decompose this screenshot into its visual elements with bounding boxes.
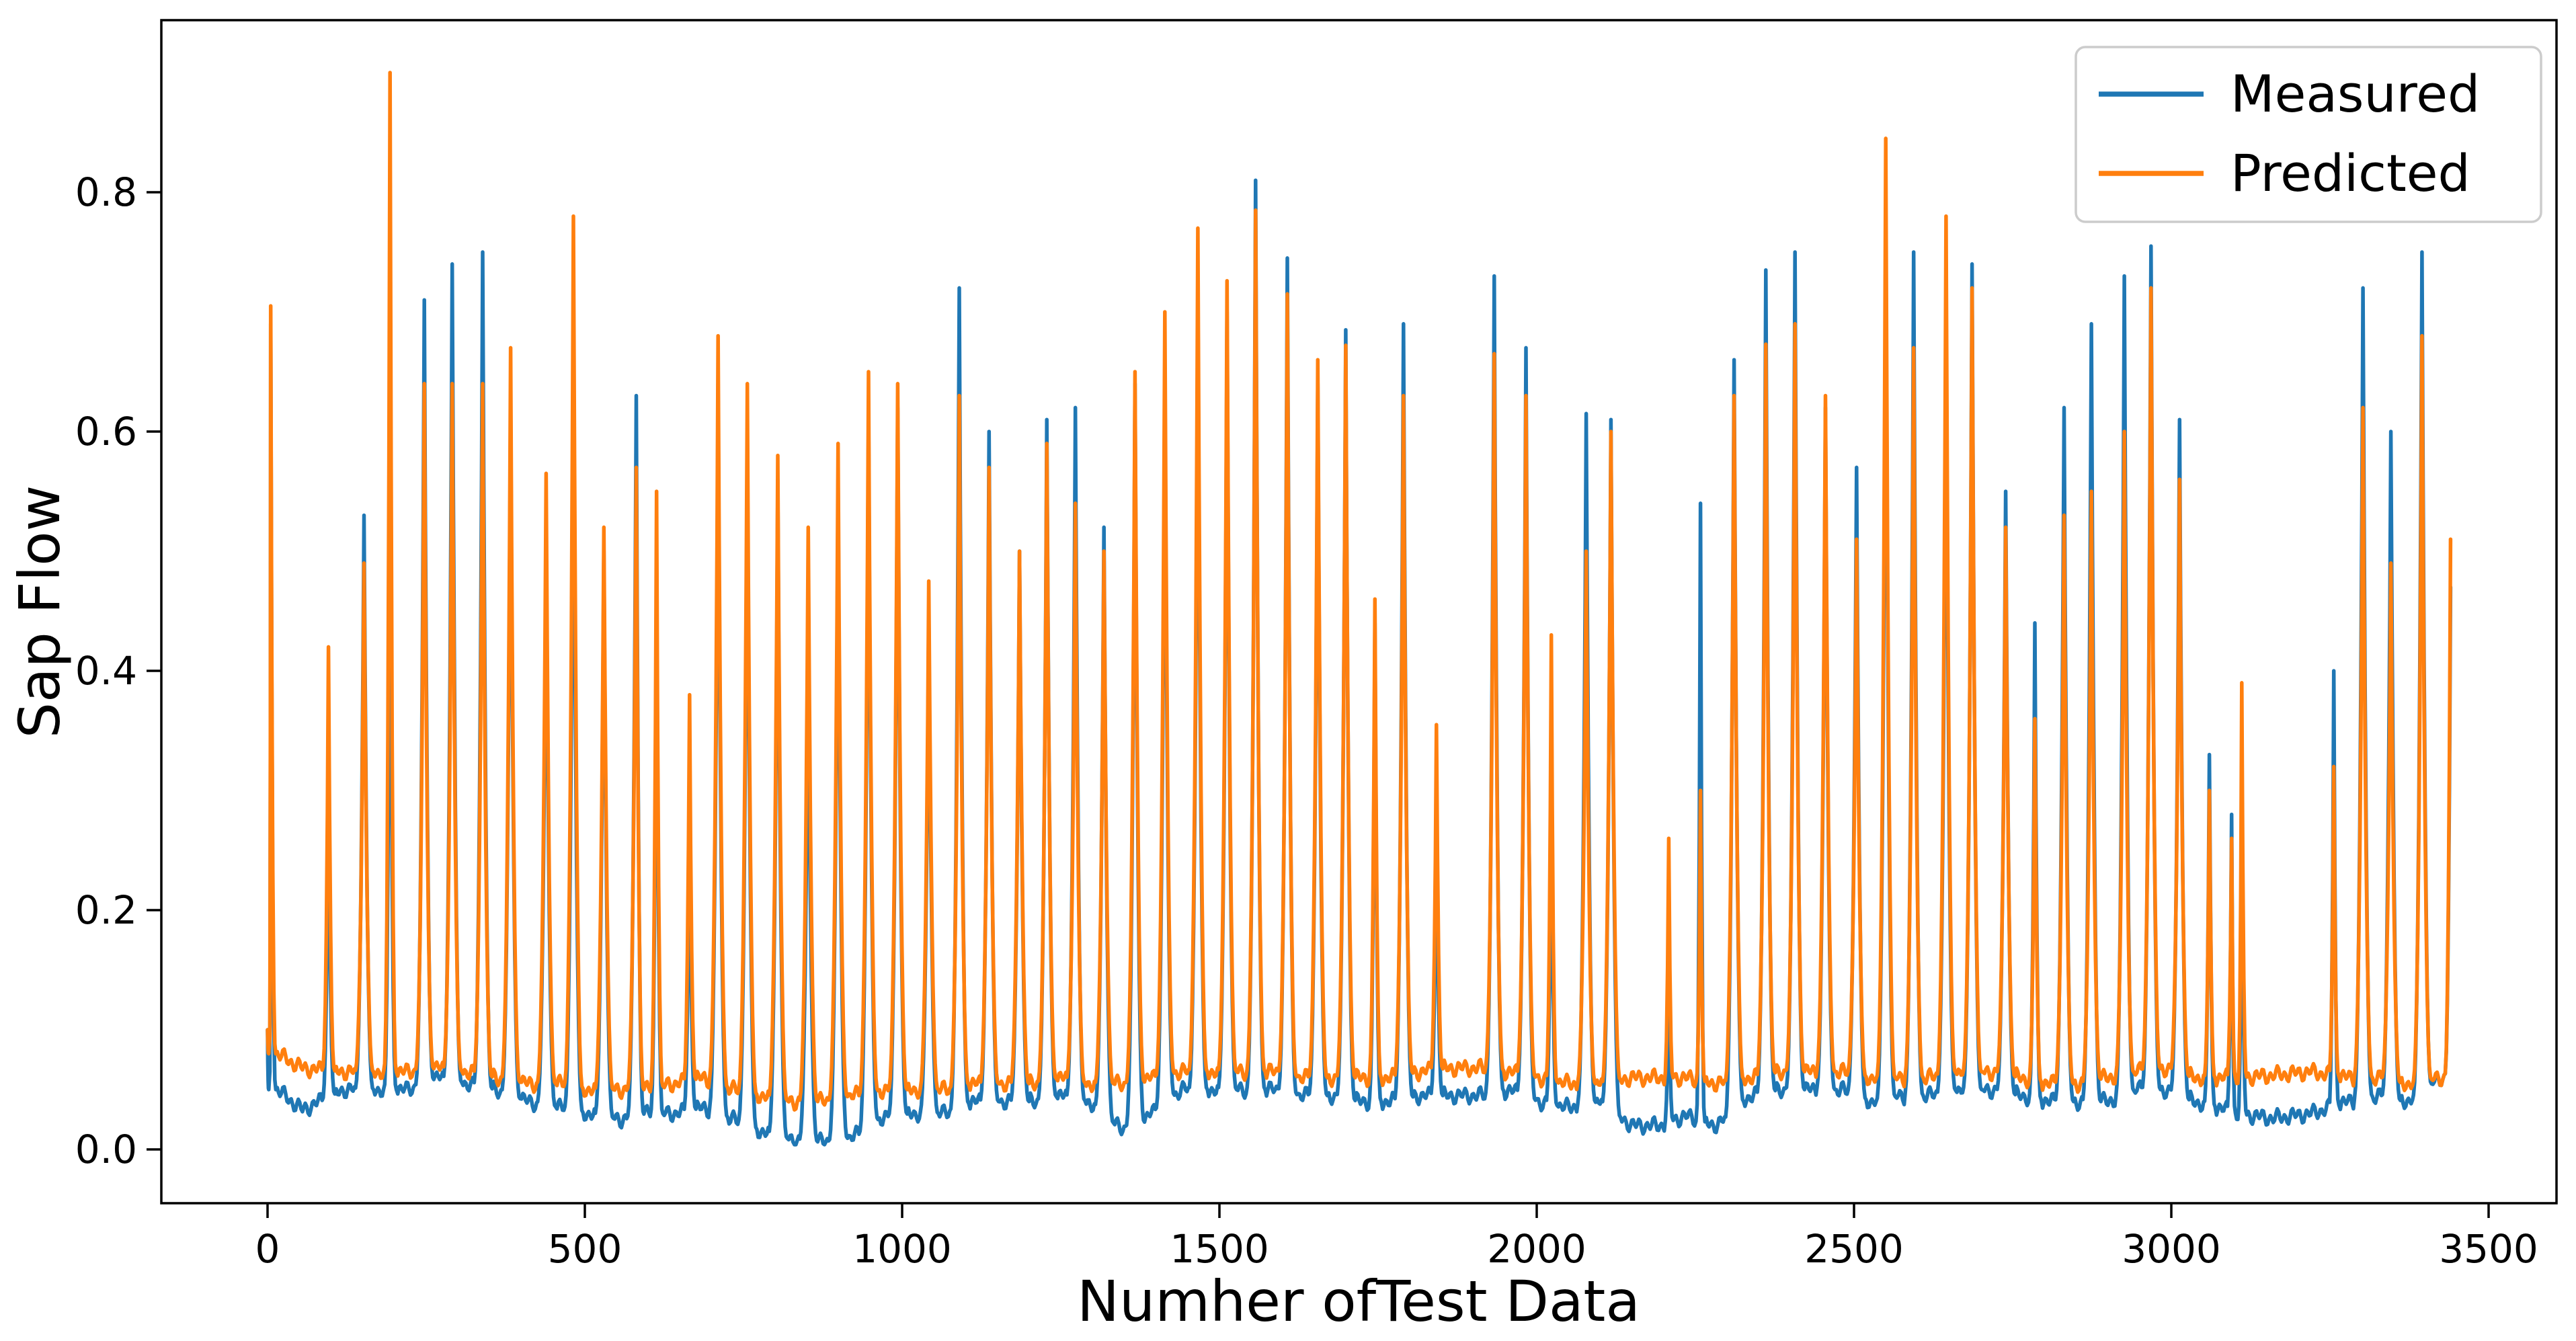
x-axis-label: Numher ofTest Data (1077, 1268, 1640, 1334)
x-tick-label: 2500 (1804, 1226, 1904, 1272)
y-axis-ticks: 0.0 0.2 0.4 0.6 0.8 (75, 169, 161, 1172)
x-tick-label: 1000 (852, 1226, 952, 1272)
legend: Measured Predicted (2075, 46, 2542, 223)
x-tick-label: 1500 (1170, 1226, 1269, 1272)
x-tick-label: 3500 (2439, 1226, 2538, 1272)
x-tick-label: 0 (255, 1226, 280, 1272)
x-axis-ticks: 0 500 1000 1500 2000 2500 3000 3500 (255, 1203, 2538, 1272)
predicted-line (266, 71, 2453, 1112)
x-tick-label: 500 (548, 1226, 622, 1272)
y-tick-label: 0.8 (75, 169, 137, 215)
y-tick-label: 0.0 (75, 1127, 137, 1172)
y-axis-label: Sap Flow (7, 485, 73, 739)
y-tick-label: 0.4 (75, 648, 137, 694)
x-tick-label: 3000 (2122, 1226, 2221, 1272)
x-tick-label: 2000 (1487, 1226, 1586, 1272)
predicted-legend-label: Predicted (2230, 143, 2470, 203)
y-tick-label: 0.6 (75, 409, 137, 454)
legend-box (2075, 46, 2542, 223)
measured-legend-label: Measured (2230, 64, 2480, 124)
y-tick-label: 0.2 (75, 887, 137, 933)
